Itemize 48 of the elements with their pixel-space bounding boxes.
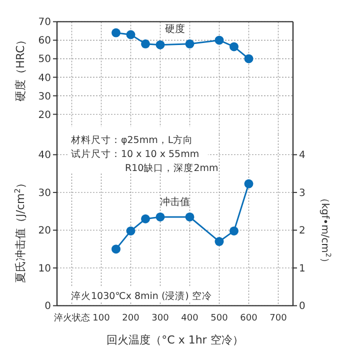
y-tick-label: 0 [44,301,51,312]
y-axis-title: 硬度（HRC） [14,34,27,102]
point [156,212,165,222]
x-tick-label: 200 [122,314,140,324]
text: 材料尺寸：φ25mm，L方向 [70,134,194,146]
series-label: 硬度 [165,22,185,35]
point [244,54,254,64]
y-tick-label: 30 [38,188,51,199]
series-label: 冲击值 [160,196,190,208]
x-axis-title: 回火温度（°C x 1hr 空冷） [106,334,244,347]
point [185,39,194,48]
point [214,36,224,45]
y2-tick-label: 4 [299,150,306,162]
y2-tick-label: 0 [299,301,306,312]
point [230,42,238,52]
point [185,212,194,222]
point [112,244,120,254]
annotation: 淬火1030℃x 8min (浸渍) 空冷 [71,290,212,302]
x-tick-label: 700 [270,314,288,324]
y-tick-label: 70 [38,17,51,28]
x-tick-label: 300 [152,314,170,324]
y-tick-label: 20 [38,110,51,121]
point [126,226,136,236]
point [141,214,150,224]
point [230,226,238,236]
y-tick-label: 20 [38,226,51,237]
y-tick-label: 30 [38,91,51,102]
point [156,40,165,50]
point [214,237,224,246]
y-tick-label: 50 [38,54,51,66]
x-tick-label: 600 [240,314,258,324]
y2-tick-label: 2 [299,226,306,237]
annotation: 试片尺寸：10 x 10 x 55mm [71,148,200,160]
point [244,179,254,188]
y-tick-label: 60 [38,36,51,47]
point [126,30,136,40]
annotation: R10缺口，深度2mm [125,162,218,174]
x-tick-label: 100 [92,314,110,324]
y-tick-label: 40 [38,150,51,162]
point [112,28,120,38]
y-tick-label: 40 [38,72,51,84]
y2-tick-label: 3 [299,188,306,199]
x-tick-label: 500 [210,314,228,324]
x-tick-label: 400 [181,314,199,324]
y-tick-label: 10 [38,263,51,274]
y2-tick-label: 1 [299,263,306,274]
x-tick-label: 淬火状态 [54,312,90,324]
point [141,39,150,48]
